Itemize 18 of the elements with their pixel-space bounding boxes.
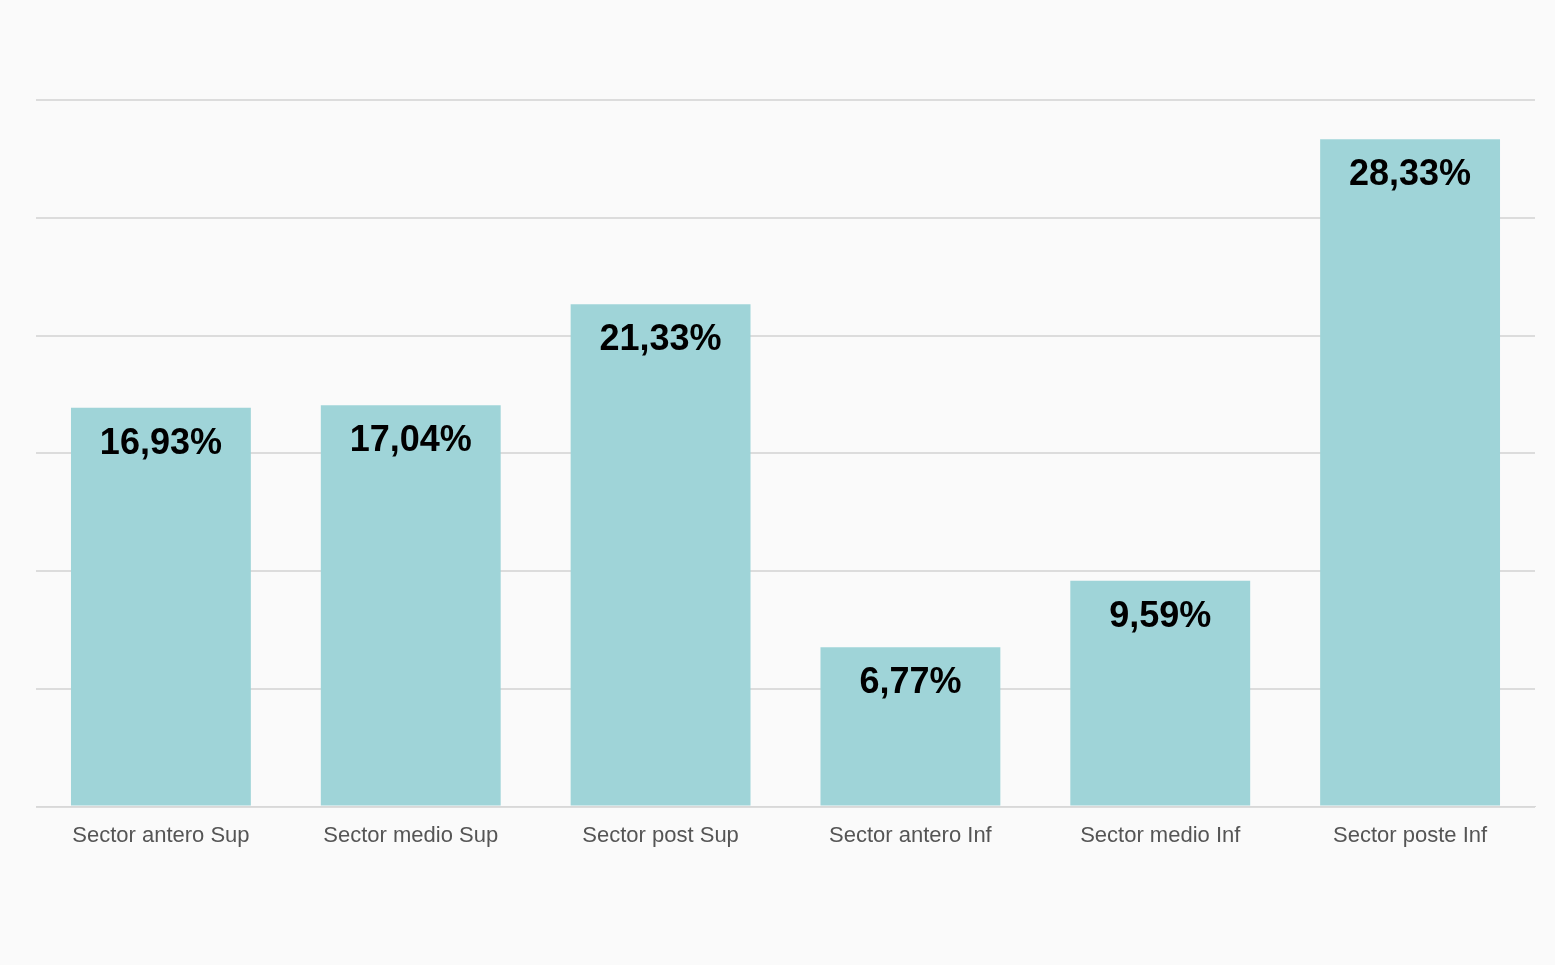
data-label: 28,33%: [1349, 152, 1472, 194]
x-tick-label: Sector post Sup: [582, 821, 739, 847]
data-label: 17,04%: [349, 418, 472, 460]
data-label: 9,59%: [1109, 593, 1212, 635]
bar: [320, 405, 501, 806]
x-tick-label: Sector medio Sup: [323, 821, 499, 847]
data-label: 16,93%: [99, 420, 222, 462]
bar: [1320, 139, 1501, 806]
bar: [1070, 580, 1251, 806]
x-tick-label: Sector medio Inf: [1080, 821, 1242, 847]
bar: [820, 647, 1001, 806]
bar: [570, 304, 751, 806]
data-label: 21,33%: [599, 317, 722, 359]
bar: [70, 407, 251, 806]
data-label: 6,77%: [859, 660, 962, 702]
x-tick-label: Sector antero Sup: [72, 821, 250, 847]
x-tick-label: Sector antero Inf: [829, 821, 993, 847]
x-tick-label: Sector poste Inf: [1333, 821, 1489, 847]
